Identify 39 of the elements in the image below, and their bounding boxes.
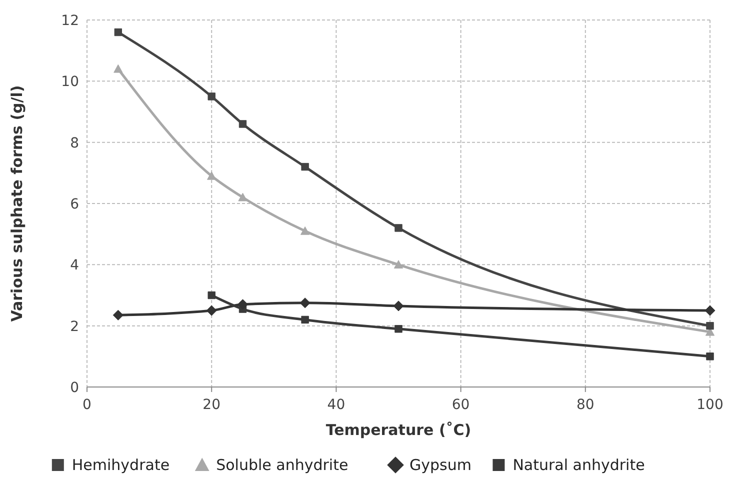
- legend-label: Gypsum: [410, 456, 472, 474]
- point: [301, 316, 309, 324]
- point: [393, 300, 404, 312]
- legend-label: Soluble anhydrite: [216, 456, 348, 474]
- point: [300, 226, 310, 235]
- point: [208, 291, 216, 300]
- point: [114, 64, 123, 73]
- point: [301, 162, 309, 171]
- x-tick-label: 20: [202, 397, 221, 413]
- x-tick-label: 60: [452, 397, 470, 413]
- x-tick-label: 80: [576, 397, 594, 413]
- point: [208, 92, 216, 100]
- legend-label: Hemihydrate: [72, 456, 170, 474]
- y-tick-label: 0: [70, 380, 79, 396]
- point: [112, 310, 124, 320]
- point: [238, 120, 247, 128]
- y-tick-label: 12: [61, 13, 79, 29]
- point: [206, 305, 217, 316]
- x-tick-label: 100: [696, 397, 724, 413]
- x-tick-label: 0: [82, 397, 92, 413]
- point: [394, 224, 402, 232]
- y-axis-title: Various sulphate forms (g/l): [8, 85, 26, 322]
- point: [300, 298, 310, 308]
- point: [706, 352, 714, 360]
- point: [394, 325, 402, 333]
- point: [114, 28, 122, 36]
- legend-label: Natural anhydrite: [512, 456, 645, 474]
- y-tick-label: 2: [70, 318, 79, 335]
- point: [237, 299, 248, 310]
- y-tick-label: 6: [70, 196, 80, 212]
- point: [394, 260, 404, 269]
- y-tick-label: 10: [61, 74, 79, 90]
- point: [238, 192, 248, 202]
- x-tick-label: 40: [327, 397, 346, 413]
- y-tick-label: 4: [70, 258, 80, 274]
- y-tick-label: 8: [70, 135, 79, 152]
- x-axis-title: Temperature (˚C): [326, 421, 472, 439]
- point: [704, 305, 716, 316]
- point: [706, 322, 714, 330]
